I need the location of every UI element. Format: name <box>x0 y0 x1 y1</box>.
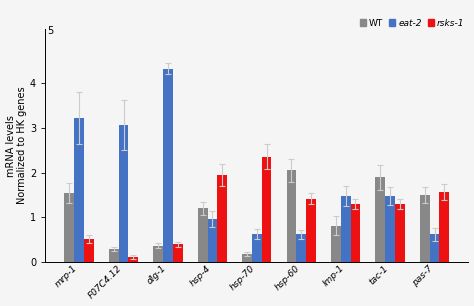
Bar <box>173 244 182 262</box>
Bar <box>118 125 128 262</box>
Bar <box>109 249 118 262</box>
Bar <box>128 257 138 262</box>
Bar <box>439 192 449 262</box>
Bar <box>306 199 316 262</box>
Bar <box>429 234 439 262</box>
Bar <box>198 208 208 262</box>
Text: 5: 5 <box>47 26 54 36</box>
Bar <box>351 204 360 262</box>
Bar <box>296 234 306 262</box>
Bar <box>262 157 272 262</box>
Bar <box>385 196 395 262</box>
Y-axis label: mRNA levels
Normalized to HK genes: mRNA levels Normalized to HK genes <box>6 87 27 204</box>
Bar <box>64 193 74 262</box>
Legend: WT, eat-2, rsks-1: WT, eat-2, rsks-1 <box>356 15 468 31</box>
Bar <box>217 175 227 262</box>
Bar <box>163 69 173 262</box>
Bar <box>287 170 296 262</box>
Bar <box>395 204 405 262</box>
Bar <box>341 196 351 262</box>
Bar <box>242 254 252 262</box>
Bar <box>375 177 385 262</box>
Bar <box>331 226 341 262</box>
Bar <box>420 195 429 262</box>
Bar <box>84 239 94 262</box>
Bar <box>153 246 163 262</box>
Bar <box>208 219 217 262</box>
Bar <box>74 118 84 262</box>
Bar <box>252 234 262 262</box>
